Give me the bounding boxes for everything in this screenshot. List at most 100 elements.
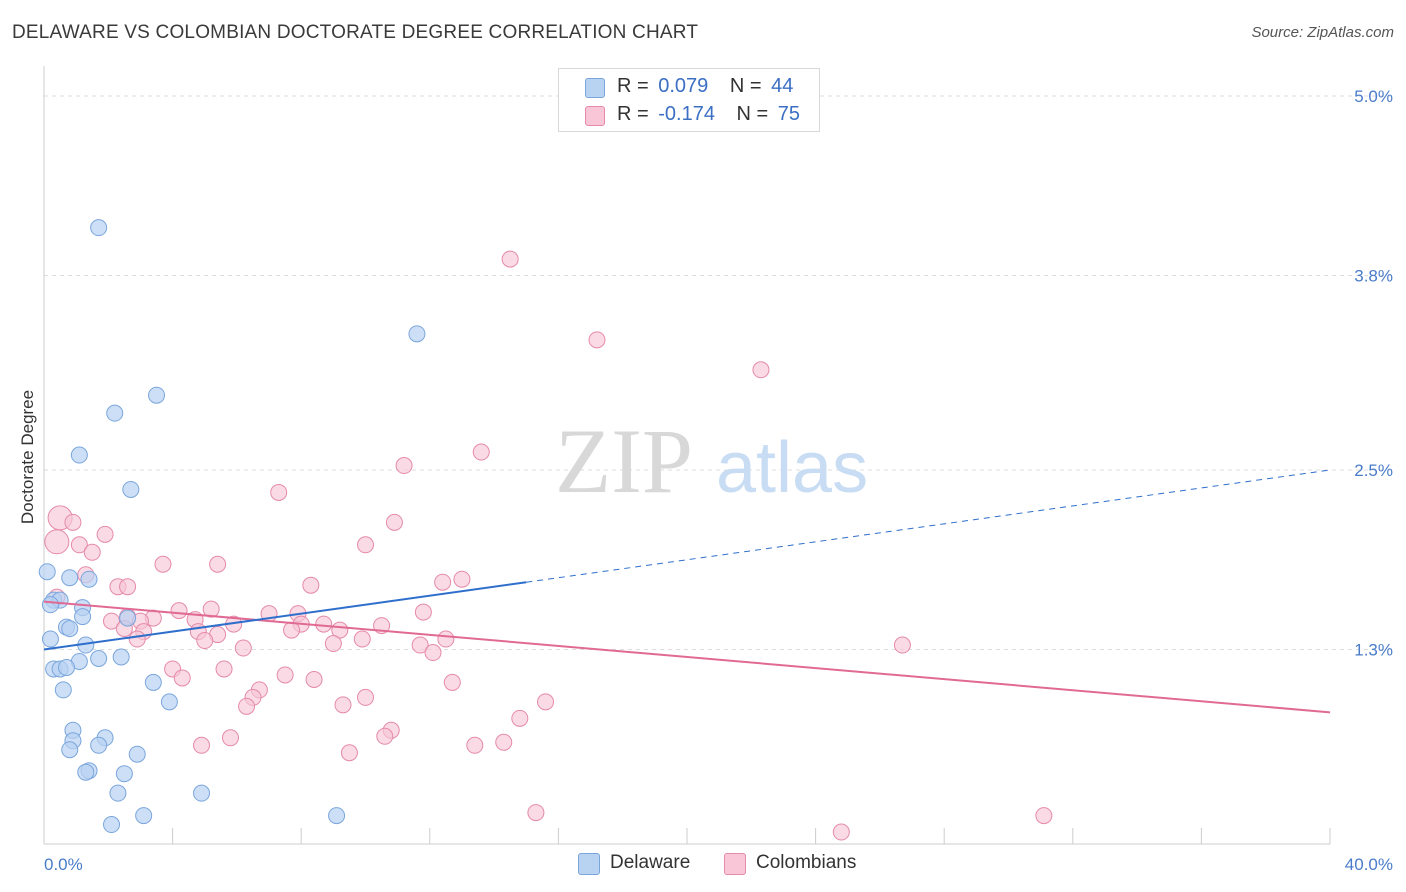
legend-swatch-colombians: [585, 106, 605, 126]
colombians-point: [437, 630, 455, 648]
colombians-point: [527, 804, 545, 822]
delaware-point: [54, 681, 72, 699]
delaware-point: [58, 658, 76, 676]
colombians-point: [832, 823, 850, 841]
delaware-point: [41, 630, 59, 648]
legend-r-value: 0.079: [658, 75, 709, 97]
colombians-point: [588, 331, 606, 349]
legend-n-value: 44: [771, 75, 794, 97]
colombians-trend-line: [43, 600, 1331, 714]
delaware-point: [160, 693, 178, 711]
trend-lines: [43, 469, 1331, 714]
stats-legend: R = 0.079 N = 44 R = -0.174 N = 75: [558, 68, 820, 132]
colombians-point: [202, 600, 220, 618]
colombians-point: [495, 733, 513, 751]
x-tick-label: 0.0%: [44, 855, 83, 874]
colombians-point: [414, 603, 432, 621]
watermark-atlas: atlas: [716, 428, 868, 508]
colombians-point: [193, 736, 211, 754]
colombians-point: [70, 536, 88, 554]
colombians-point: [353, 630, 371, 648]
y-tick-label: 3.8%: [1354, 267, 1393, 286]
colombians-point: [119, 578, 137, 596]
delaware-point: [112, 648, 130, 666]
colombians-point: [424, 644, 442, 662]
x-tick-label: 40.0%: [1345, 855, 1393, 874]
legend-r-value: -0.174: [658, 103, 715, 125]
delaware-point: [408, 325, 426, 343]
delaware-point: [90, 219, 108, 237]
colombians-point: [315, 615, 333, 633]
colombians-point: [283, 621, 301, 639]
delaware-point: [193, 784, 211, 802]
watermark-zip: ZIP: [555, 410, 693, 512]
bottom-swatch-delaware: [578, 853, 600, 875]
source-label: Source: ZipAtlas.com: [1251, 24, 1394, 41]
delaware-point: [38, 563, 56, 581]
colombians-point: [472, 443, 490, 461]
colombians-point: [1035, 807, 1053, 825]
bottom-label-colombians: Colombians: [756, 852, 857, 873]
delaware-point: [148, 386, 166, 404]
gridlines: [44, 95, 1392, 651]
colombians-point: [234, 639, 252, 657]
colombians-point: [411, 636, 429, 654]
colombians-point: [83, 543, 101, 561]
delaware-trend-extension: [526, 469, 1331, 583]
delaware-point: [115, 765, 133, 783]
colombians-point: [64, 513, 82, 531]
delaware-point: [144, 673, 162, 691]
colombians-point: [302, 576, 320, 594]
tick-labels: 1.3% 2.5% 3.8% 5.0% 0.0% 40.0%: [44, 87, 1393, 874]
colombians-point: [215, 660, 233, 678]
colombians-point: [501, 250, 519, 268]
colombians-point: [196, 632, 214, 650]
legend-r-label: R =: [617, 75, 649, 97]
colombians-point: [511, 709, 529, 727]
legend-text-colombians: R = -0.174 N = 75: [617, 103, 800, 126]
colombians-point: [221, 729, 239, 747]
colombians-point: [238, 697, 256, 715]
delaware-point: [80, 570, 98, 588]
delaware-point: [135, 807, 153, 825]
delaware-points: [38, 219, 426, 834]
colombians-point: [357, 688, 374, 706]
legend-r-label: R =: [617, 103, 649, 125]
colombians-point: [44, 529, 70, 555]
y-tick-label: 5.0%: [1354, 87, 1393, 106]
y-tick-label: 1.3%: [1354, 641, 1393, 660]
delaware-trend-line: [43, 581, 527, 651]
delaware-point: [77, 763, 95, 781]
colombians-points: [44, 250, 1053, 841]
colombians-point: [154, 555, 172, 573]
colombians-point: [340, 744, 358, 762]
bottom-swatch-colombians: [724, 853, 746, 875]
colombians-point: [395, 457, 413, 475]
delaware-point: [128, 745, 146, 763]
colombians-point: [752, 361, 770, 379]
colombians-point: [893, 636, 911, 654]
legend-n-label: N =: [736, 103, 769, 125]
legend-swatch-delaware: [585, 78, 605, 98]
delaware-point: [106, 404, 124, 422]
colombians-point: [128, 630, 146, 648]
colombians-point: [376, 727, 394, 745]
legend-n-label: N =: [729, 75, 762, 97]
delaware-point: [90, 736, 108, 754]
colombians-point: [170, 602, 188, 620]
delaware-point: [119, 609, 137, 627]
y-tick-label: 2.5%: [1354, 461, 1393, 480]
colombians-point: [270, 483, 288, 501]
colombians-point: [334, 696, 352, 714]
delaware-point: [70, 446, 88, 464]
colombians-point: [96, 525, 114, 543]
colombians-point: [324, 635, 342, 653]
delaware-point: [90, 649, 108, 667]
delaware-point: [61, 569, 79, 587]
colombians-point: [209, 555, 227, 573]
delaware-point: [103, 816, 121, 834]
delaware-point: [328, 807, 346, 825]
colombians-point: [276, 666, 294, 684]
delaware-point: [122, 480, 140, 498]
